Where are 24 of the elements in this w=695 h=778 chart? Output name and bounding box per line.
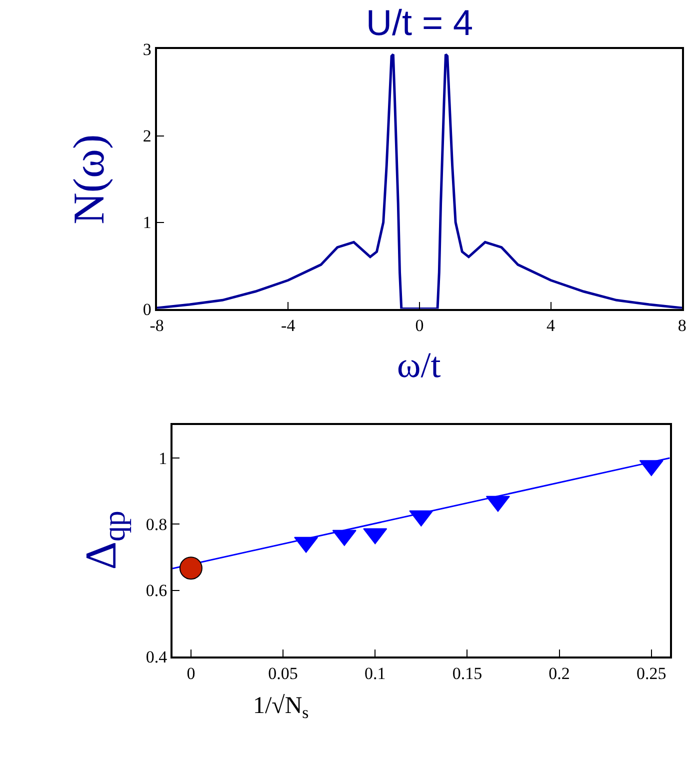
x-tick-label: 0	[415, 316, 424, 336]
y-tick-label: 3	[142, 40, 152, 60]
x-tick-label: 4	[546, 316, 556, 336]
x-tick-label: -4	[281, 316, 296, 336]
x-tick-label: 0.25	[636, 664, 666, 683]
x-tick-label: 0.2	[548, 664, 570, 683]
x-tick-label: -8	[150, 316, 164, 336]
x-tick-label: 8	[678, 316, 686, 336]
y-tick-label: 0.6	[146, 581, 168, 600]
y-tick-label: 0	[142, 300, 152, 319]
x-tick-label: 0.1	[364, 664, 386, 683]
x-axis-title: ω/t	[397, 345, 441, 385]
line-series	[156, 53, 682, 309]
x-axis-title: 1/√N$_{s}$	[253, 693, 309, 722]
y-tick-label: 0.4	[146, 647, 168, 666]
chart-title: U/t = 4	[366, 2, 474, 43]
x-tick-label: 0	[186, 664, 196, 683]
y-tick-label: 2	[142, 126, 152, 146]
y-tick-label: 0.8	[146, 515, 168, 534]
y-tick-label: 1	[158, 448, 168, 468]
x-tick-label: 0.05	[268, 664, 298, 683]
y-axis-title: N(ω)	[64, 134, 114, 224]
x-tick-label: 0.15	[452, 664, 482, 683]
y-tick-label: 1	[142, 213, 152, 232]
